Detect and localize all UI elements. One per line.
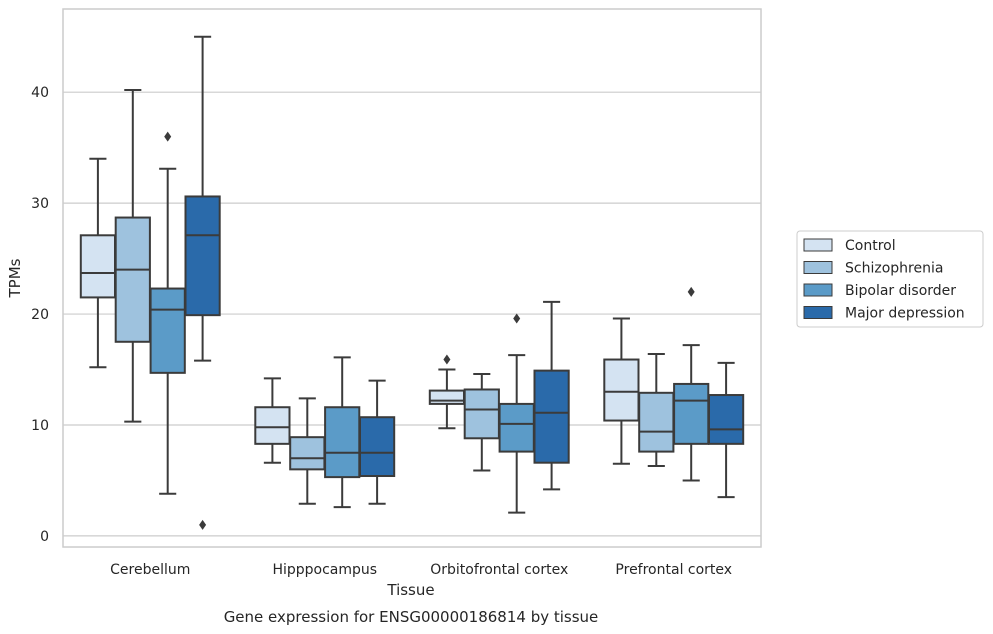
y-tick-label: 30	[31, 196, 49, 212]
legend-label: Major depression	[845, 306, 965, 322]
iqr-box	[638, 391, 675, 453]
y-tick-label: 0	[40, 529, 49, 545]
iqr-box	[324, 406, 361, 479]
legend: Control Schizophrenia Bipolar disorder Majo…	[796, 230, 984, 328]
iqr-box	[463, 388, 500, 440]
x-tick-label: Cerebellum	[110, 562, 190, 578]
box-control	[254, 377, 291, 464]
box-bipolar-disorder	[498, 313, 535, 514]
y-tick-label: 40	[31, 85, 49, 101]
box-major-depression	[358, 379, 396, 505]
legend-swatch	[803, 306, 833, 319]
y-tick-label: 10	[31, 418, 49, 434]
legend-label: Schizophrenia	[845, 261, 943, 277]
iqr-box	[533, 369, 570, 464]
figure-caption: Gene expression for ENSG00000186814 by t…	[224, 608, 599, 626]
iqr-box	[114, 216, 151, 343]
box-major-depression	[184, 35, 221, 530]
box-control	[603, 317, 640, 465]
x-tick-label: Hipppocampus	[272, 562, 377, 578]
box-major-depression	[533, 300, 570, 491]
legend-label: Bipolar disorder	[845, 283, 956, 299]
legend-label: Control	[845, 238, 896, 254]
legend-frame	[796, 230, 984, 328]
y-tick-label: 20	[31, 307, 49, 323]
iqr-box	[254, 406, 291, 445]
outlier-point	[687, 286, 695, 297]
box-control	[79, 157, 117, 369]
y-axis-label: TPMs	[6, 258, 24, 298]
outlier-point	[513, 313, 521, 324]
box-schizophrenia	[463, 372, 500, 472]
box-schizophrenia	[114, 88, 151, 423]
box-bipolar-disorder	[673, 286, 710, 482]
plot-area-frame	[62, 8, 762, 548]
iqr-box	[358, 416, 396, 478]
iqr-box	[184, 195, 221, 317]
x-axis-label: Tissue	[386, 581, 434, 599]
iqr-box	[498, 402, 535, 453]
y-tick-labels: 0 10 20 30 40	[31, 85, 49, 545]
box-bipolar-disorder	[324, 356, 361, 509]
legend-swatch	[803, 283, 833, 297]
boxes	[79, 35, 745, 530]
iqr-box	[707, 394, 745, 445]
box-schizophrenia	[289, 397, 326, 505]
x-tick-label: Orbitofrontal cortex	[430, 562, 568, 578]
box-control	[428, 354, 466, 430]
iqr-box	[149, 287, 186, 374]
legend-swatch	[803, 261, 833, 274]
iqr-box	[289, 436, 326, 471]
outlier-point	[199, 519, 207, 530]
box-bipolar-disorder	[149, 131, 186, 495]
box-schizophrenia	[638, 352, 675, 468]
legend-swatch	[803, 238, 833, 252]
box-major-depression	[707, 361, 745, 499]
outlier-point	[164, 131, 172, 142]
iqr-box	[79, 234, 117, 299]
x-tick-label: Prefrontal cortex	[615, 562, 732, 578]
iqr-box	[673, 382, 710, 445]
x-tick-labels: Cerebellum Hipppocampus Orbitofrontal cort…	[110, 562, 732, 578]
outlier-point	[443, 354, 451, 365]
iqr-box	[603, 358, 640, 422]
iqr-box	[428, 389, 466, 405]
